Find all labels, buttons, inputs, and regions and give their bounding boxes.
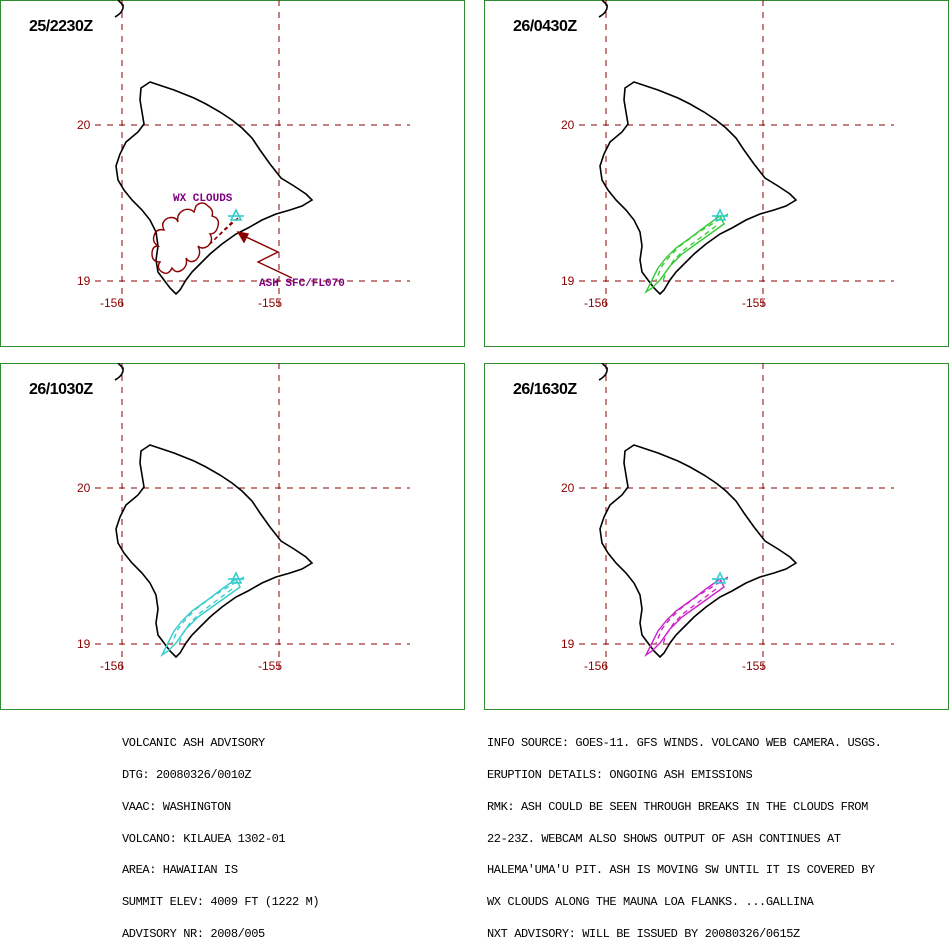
lat-label-20: 20 xyxy=(77,481,91,495)
advisory-left-block: VOLCANIC ASH ADVISORY DTG: 20080326/0010… xyxy=(122,717,320,950)
map-canvas xyxy=(484,0,949,347)
lat-label-19: 19 xyxy=(561,637,575,651)
maui-coastline xyxy=(114,363,124,381)
lon-label-156: -156 xyxy=(584,659,609,673)
ash-plume-inner xyxy=(661,588,717,648)
ash-streak xyxy=(209,221,233,245)
ash-level-label: ASH SFC/FL070 xyxy=(259,278,345,290)
maui-coastline xyxy=(598,363,608,381)
advisory-line: VOLCANIC ASH ADVISORY xyxy=(122,736,265,751)
advisory-line: NXT ADVISORY: WILL BE ISSUED BY 20080326… xyxy=(487,926,800,941)
lon-label-155: -155 xyxy=(742,659,767,673)
lon-label-155: -155 xyxy=(258,296,283,310)
volcano-marker xyxy=(712,208,728,221)
panel-time: 26/1630Z xyxy=(513,381,577,398)
ash-plume-outline xyxy=(644,577,725,658)
map-panel-4: 26/1630Z 20 19 -156 -155 xyxy=(484,363,949,710)
map-panel-3: 26/1030Z 20 19 -156 -155 xyxy=(0,363,465,710)
advisory-line: ERUPTION DETAILS: ONGOING ASH EMISSIONS xyxy=(487,767,753,782)
advisory-line: VOLCANO: KILAUEA 1302-01 xyxy=(122,831,286,846)
map-panel-2: 26/0430Z 20 19 -156 -155 xyxy=(484,0,949,347)
big-island-coastline xyxy=(599,81,798,296)
lon-label-156: -156 xyxy=(584,296,609,310)
panel-border xyxy=(0,363,465,710)
advisory-line: AREA: HAWAIIAN IS xyxy=(122,863,238,878)
ash-plume-outline xyxy=(160,577,241,658)
big-island-coastline xyxy=(115,444,314,659)
advisory-right-block: INFO SOURCE: GOES-11. GFS WINDS. VOLCANO… xyxy=(487,717,882,950)
lat-lon-grid xyxy=(95,363,410,673)
lat-label-19: 19 xyxy=(77,274,91,288)
panel-border xyxy=(484,0,949,347)
ash-plume-inner xyxy=(655,576,729,644)
maui-coastline xyxy=(598,0,608,18)
panel-border xyxy=(484,363,949,710)
ash-plume-outline xyxy=(644,214,725,295)
map-canvas xyxy=(0,0,465,347)
ash-plume-inner xyxy=(177,588,233,648)
ash-plume-inner xyxy=(655,213,729,281)
map-canvas xyxy=(0,363,465,710)
lon-label-155: -155 xyxy=(258,659,283,673)
advisory-line: INFO SOURCE: GOES-11. GFS WINDS. VOLCANO… xyxy=(487,736,882,751)
ash-plume-inner xyxy=(661,225,717,285)
volcano-marker xyxy=(228,571,244,584)
ash-plume xyxy=(160,576,245,658)
advisory-line: RMK: ASH COULD BE SEEN THROUGH BREAKS IN… xyxy=(487,799,868,814)
annotation-arrow xyxy=(243,235,293,279)
panel-border xyxy=(0,0,465,347)
map-panel-1: 25/2230Z 20 19 -156 -155 xyxy=(0,0,465,347)
lon-label-156: -156 xyxy=(100,659,125,673)
wx-cloud-region xyxy=(151,202,220,275)
lat-label-19: 19 xyxy=(77,637,91,651)
ash-plume xyxy=(644,213,729,295)
advisory-line: DTG: 20080326/0010Z xyxy=(122,767,252,782)
panel-time: 26/0430Z xyxy=(513,18,577,35)
big-island-coastline xyxy=(115,81,314,296)
lat-lon-grid xyxy=(579,0,894,310)
advisory-line: 22-23Z. WEBCAM ALSO SHOWS OUTPUT OF ASH … xyxy=(487,831,841,846)
ash-streak xyxy=(213,217,239,241)
advisory-line: WX CLOUDS ALONG THE MAUNA LOA FLANKS. ..… xyxy=(487,895,814,910)
ash-plume-inner xyxy=(171,576,245,644)
maui-coastline xyxy=(114,0,124,18)
lat-label-20: 20 xyxy=(561,481,575,495)
advisory-line: ADVISORY NR: 2008/005 xyxy=(122,926,265,941)
wx-clouds-label: WX CLOUDS xyxy=(173,193,233,205)
ash-plume xyxy=(644,576,729,658)
advisory-line: VAAC: WASHINGTON xyxy=(122,799,231,814)
lon-label-155: -155 xyxy=(742,296,767,310)
panel-time: 25/2230Z xyxy=(29,18,93,35)
volcano-marker xyxy=(712,571,728,584)
advisory-line: HALEMA'UMA'U PIT. ASH IS MOVING SW UNTIL… xyxy=(487,863,875,878)
ash-plume xyxy=(151,202,293,279)
lat-label-20: 20 xyxy=(561,118,575,132)
lat-label-20: 20 xyxy=(77,118,91,132)
panel-time: 26/1030Z xyxy=(29,381,93,398)
lat-label-19: 19 xyxy=(561,274,575,288)
advisory-line: SUMMIT ELEV: 4009 FT (1222 M) xyxy=(122,895,320,910)
lon-label-156: -156 xyxy=(100,296,125,310)
volcano-marker xyxy=(228,208,244,221)
lat-lon-grid xyxy=(95,0,410,310)
arrow-head xyxy=(236,231,250,244)
lat-lon-grid xyxy=(579,363,894,673)
map-canvas xyxy=(484,363,949,710)
big-island-coastline xyxy=(599,444,798,659)
